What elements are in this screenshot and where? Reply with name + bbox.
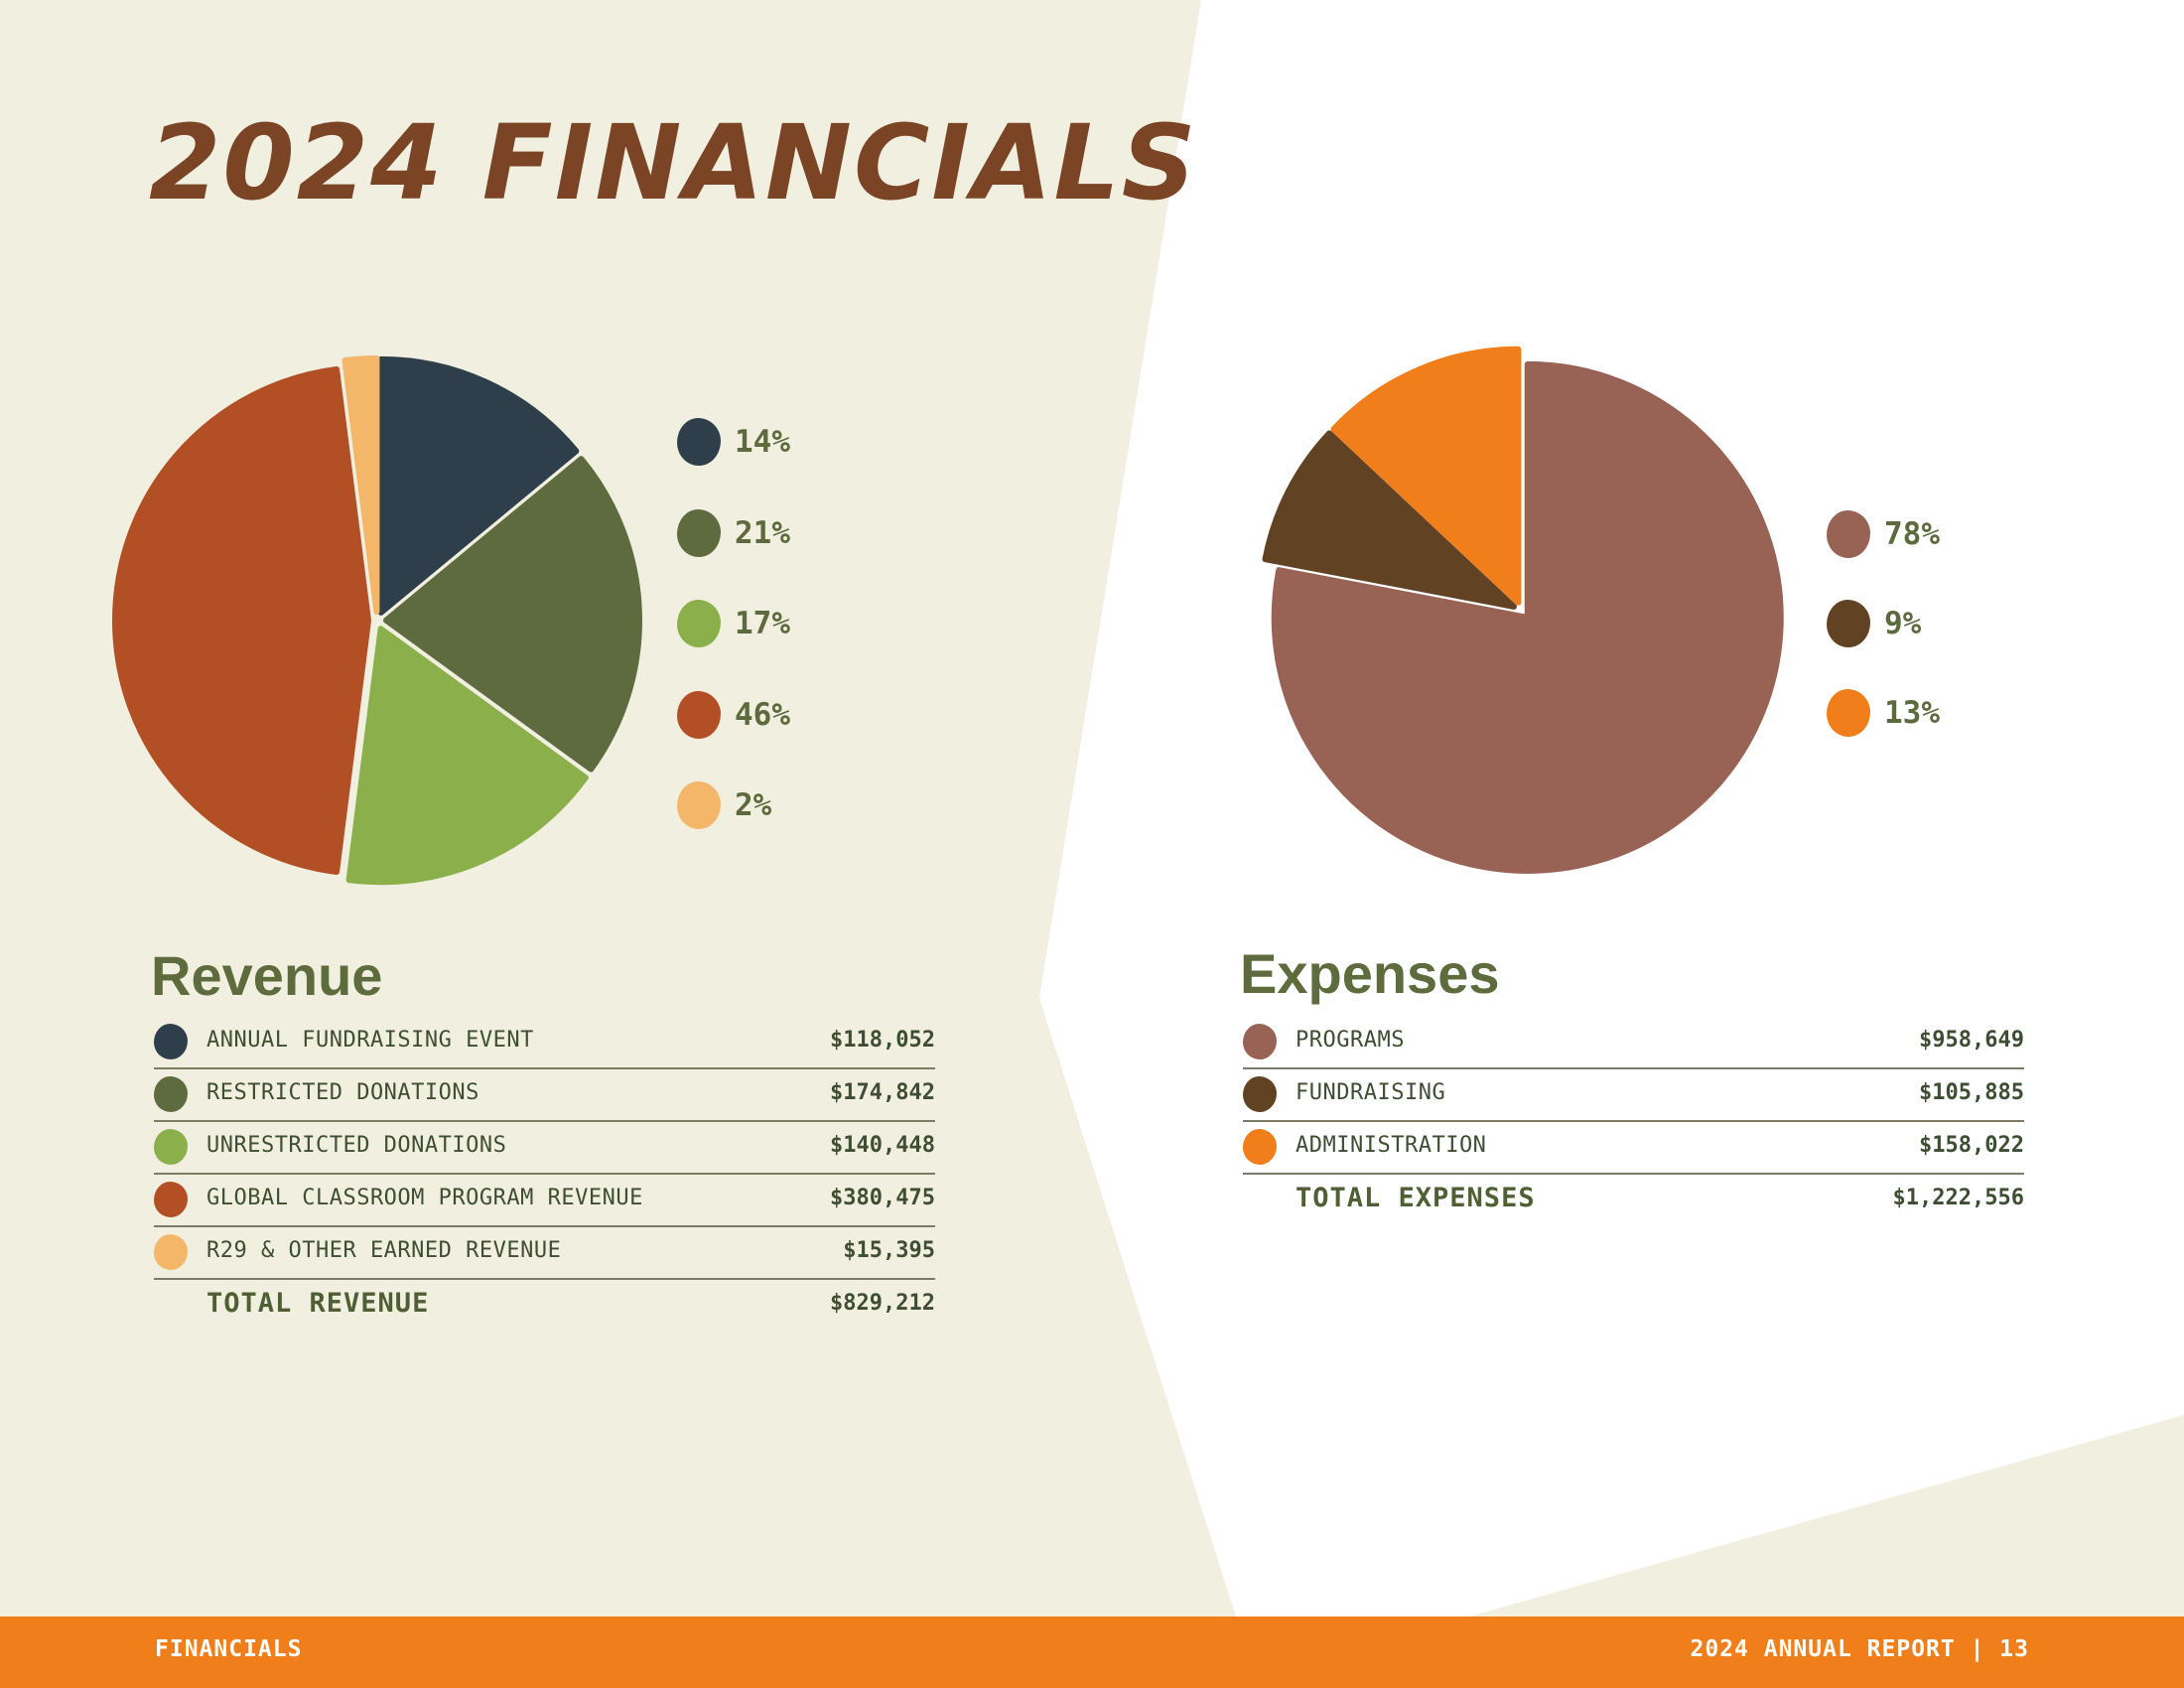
expenses-legend-percent: 13% (1884, 695, 1940, 731)
footer-bar: FINANCIALS 2024 ANNUAL REPORT | 13 (0, 1617, 2184, 1688)
revenue-row: RESTRICTED DONATIONS $174,842 (154, 1067, 935, 1122)
expenses-legend-percent: 9% (1884, 606, 1922, 641)
revenue-legend-swatch (677, 781, 721, 829)
expenses-legend-item: 13% (1827, 688, 1940, 738)
revenue-row-swatch (154, 1182, 188, 1217)
expenses-row-swatch (1243, 1076, 1277, 1112)
revenue-row-value: $380,475 (830, 1186, 935, 1210)
cream-corner-panel (1469, 1415, 2184, 1617)
revenue-legend-swatch (677, 600, 721, 647)
expenses-row: PROGRAMS $958,649 (1243, 1015, 2024, 1069)
expenses-slice-1 (1271, 360, 1784, 874)
revenue-total-label: TOTAL REVENUE (206, 1288, 430, 1319)
expenses-row-value: $105,885 (1919, 1080, 2024, 1105)
expenses-pie-legend: 78% 9% 13% (1827, 509, 2005, 738)
revenue-row-label: RESTRICTED DONATIONS (206, 1080, 479, 1105)
revenue-slice-4 (111, 366, 371, 875)
revenue-slice-2 (383, 456, 642, 773)
revenue-row: UNRESTRICTED DONATIONS $140,448 (154, 1120, 935, 1175)
revenue-row-label: ANNUAL FUNDRAISING EVENT (206, 1028, 534, 1053)
revenue-row-label: GLOBAL CLASSROOM PROGRAM REVENUE (206, 1186, 643, 1210)
revenue-row-swatch (154, 1076, 188, 1112)
expenses-legend-swatch (1827, 689, 1870, 737)
expenses-total-row: TOTAL EXPENSES $1,222,556 (1243, 1173, 2024, 1225)
revenue-total-row: TOTAL REVENUE $829,212 (154, 1278, 935, 1331)
page-title: 2024 FINANCIALS (149, 102, 1198, 223)
revenue-table: ANNUAL FUNDRAISING EVENT $118,052 RESTRICT… (154, 1015, 935, 1333)
expenses-pie-chart (1262, 346, 1784, 874)
expenses-slice-3 (1330, 346, 1522, 606)
revenue-row-swatch (154, 1234, 188, 1270)
revenue-row-value: $15,395 (843, 1238, 935, 1263)
expenses-legend-percent: 78% (1884, 516, 1940, 552)
revenue-legend-percent: 14% (735, 424, 790, 460)
revenue-legend-item: 46% (677, 690, 790, 740)
expenses-row-value: $158,022 (1919, 1133, 2024, 1158)
revenue-row: ANNUAL FUNDRAISING EVENT $118,052 (154, 1015, 935, 1069)
revenue-legend-swatch (677, 508, 721, 557)
revenue-legend-item: 14% (677, 417, 790, 467)
revenue-row-swatch (154, 1129, 188, 1165)
revenue-row-swatch (154, 1024, 188, 1059)
revenue-slice-3 (345, 626, 589, 886)
expenses-table: PROGRAMS $958,649 FUNDRAISING $105,885 ADMIN… (1243, 1015, 2024, 1223)
expenses-total-value: $1,222,556 (1892, 1186, 2024, 1210)
expenses-row-label: PROGRAMS (1296, 1028, 1405, 1053)
revenue-row-label: UNRESTRICTED DONATIONS (206, 1133, 507, 1158)
revenue-legend-swatch (677, 418, 721, 466)
revenue-legend-item: 2% (677, 780, 771, 830)
revenue-heading: Revenue (151, 944, 383, 1007)
expenses-heading: Expenses (1240, 942, 1500, 1005)
revenue-legend-item: 21% (677, 508, 790, 558)
revenue-row-value: $140,448 (830, 1133, 935, 1158)
expenses-legend-swatch (1827, 600, 1870, 647)
expenses-row-label: ADMINISTRATION (1296, 1133, 1487, 1158)
revenue-pie-chart (111, 355, 642, 886)
revenue-legend-swatch (677, 690, 721, 739)
expenses-row: ADMINISTRATION $158,022 (1243, 1120, 2024, 1175)
revenue-row-label: R29 & OTHER EARNED REVENUE (206, 1238, 562, 1263)
expenses-total-label: TOTAL EXPENSES (1296, 1183, 1536, 1213)
revenue-row: GLOBAL CLASSROOM PROGRAM REVENUE $380,475 (154, 1173, 935, 1227)
expenses-row-value: $958,649 (1919, 1028, 2024, 1053)
expenses-row-swatch (1243, 1024, 1277, 1059)
footer-report-label: 2024 ANNUAL REPORT | 13 (1690, 1636, 2029, 1662)
expenses-row: FUNDRAISING $105,885 (1243, 1067, 2024, 1122)
revenue-slice-5 (341, 355, 380, 616)
expenses-slice-2 (1262, 430, 1517, 610)
revenue-legend-item: 17% (677, 599, 790, 648)
revenue-legend-percent: 17% (735, 606, 790, 641)
revenue-row-value: $174,842 (830, 1080, 935, 1105)
revenue-legend-percent: 21% (735, 514, 790, 551)
expenses-legend-item: 9% (1827, 599, 1921, 648)
revenue-total-value: $829,212 (830, 1291, 935, 1316)
footer-section-label: FINANCIALS (155, 1636, 303, 1662)
expenses-legend-swatch (1827, 510, 1870, 558)
revenue-row: R29 & OTHER EARNED REVENUE $15,395 (154, 1225, 935, 1280)
revenue-pie-legend: 14% 21% 17% 46% 2% (677, 417, 856, 834)
expenses-legend-item: 78% (1827, 509, 1940, 559)
revenue-slice-1 (377, 355, 580, 616)
revenue-row-value: $118,052 (830, 1028, 935, 1053)
revenue-legend-percent: 46% (735, 696, 790, 733)
expenses-row-label: FUNDRAISING (1296, 1080, 1446, 1105)
expenses-row-swatch (1243, 1129, 1277, 1165)
revenue-legend-percent: 2% (735, 787, 772, 823)
